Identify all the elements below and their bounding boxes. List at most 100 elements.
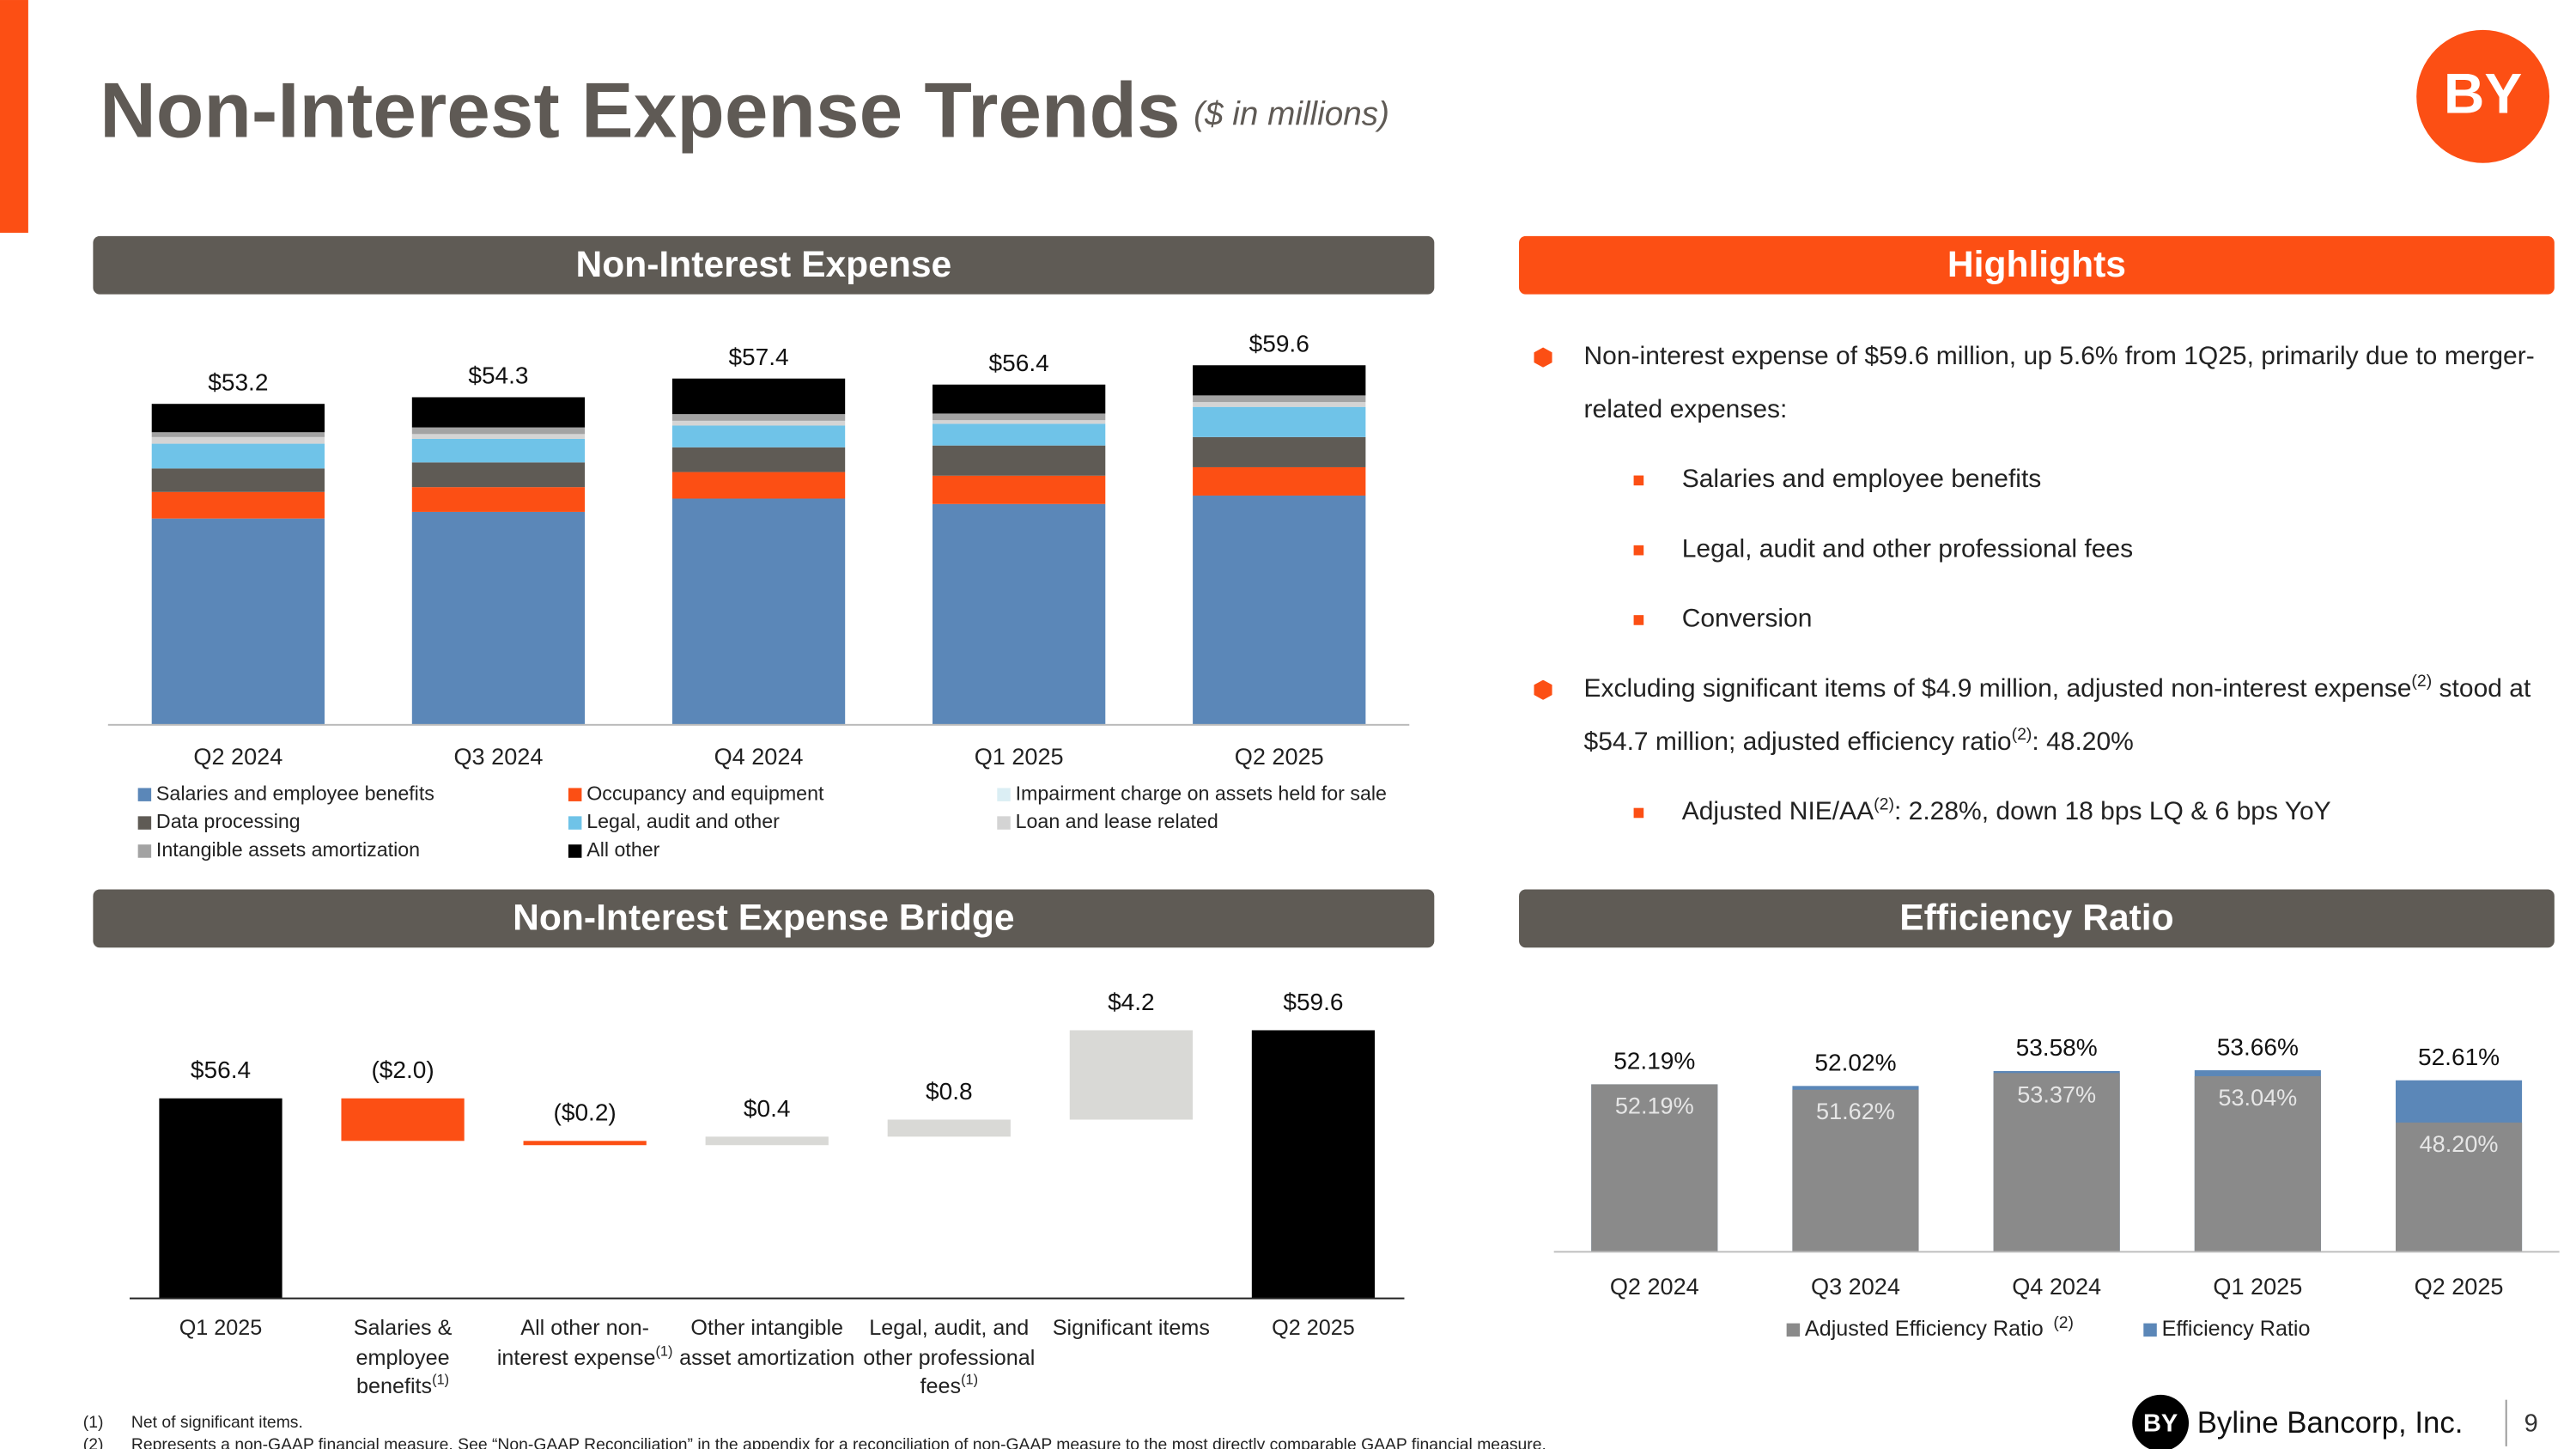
legend-label: Adjusted Efficiency Ratio [1805, 1317, 2044, 1341]
category-text: Q2 2025 [1272, 1314, 1355, 1341]
waterfall-bar [341, 1098, 465, 1142]
bar-segment [933, 423, 1106, 446]
section-title: Efficiency Ratio [1899, 898, 2173, 939]
bullet-marker [1633, 545, 1644, 556]
bar-segment [1193, 395, 1366, 403]
waterfall-bar [159, 1098, 283, 1299]
footnote-ref: (2) [1874, 795, 1894, 815]
section-header [93, 235, 1435, 295]
bar-segment [671, 498, 846, 725]
x-tick-label-box: All other non-interest expense(1) [497, 1315, 673, 1369]
legend-swatch [2143, 1323, 2157, 1337]
value-label: ($0.2) [554, 1099, 617, 1126]
legend-swatch [568, 788, 582, 801]
category-text: Q1 2025 [179, 1314, 263, 1341]
bullet-text: Conversion [1681, 605, 1813, 634]
x-tick-label-box: Significant items [1052, 1314, 1210, 1341]
logo-text: BY [2444, 62, 2522, 125]
bullet: Excluding significant items of $4.9 mill… [1529, 663, 2543, 770]
value-label: 52.61% [2418, 1044, 2500, 1070]
bar-segment [1193, 436, 1366, 467]
bullet-marker [1633, 615, 1644, 625]
value-label: $4.2 [1108, 989, 1155, 1015]
legend-swatch [568, 844, 582, 858]
footnote-marker: (2) [83, 1435, 104, 1449]
legend-swatch [1786, 1323, 1801, 1337]
x-tick-label: Q4 2024 [714, 743, 804, 770]
total-label: $54.3 [468, 362, 528, 389]
waterfall-bar [1069, 1030, 1193, 1120]
footnote-text: Net of significant items. [131, 1413, 303, 1432]
value-label: 53.66% [2217, 1033, 2299, 1060]
value-label: $0.8 [926, 1078, 973, 1105]
bar-segment [671, 472, 846, 499]
waterfall-bar [705, 1136, 829, 1146]
legend-note: (2) [2053, 1313, 2074, 1332]
waterfall-bar [887, 1119, 1011, 1137]
highlight-list: Non-interest expense of $59.6 million, u… [1529, 331, 2543, 839]
legend-swatch [997, 816, 1011, 830]
company-name: Byline Bancorp, Inc. [2197, 1406, 2464, 1440]
inner-value-label: 53.04% [2218, 1084, 2297, 1111]
x-tick-label: Q2 2025 [1235, 743, 1324, 770]
legend-label: Legal, audit and other [586, 810, 780, 832]
total-label: $59.6 [1249, 330, 1309, 356]
legend-swatch [137, 788, 152, 801]
value-label: $0.4 [744, 1095, 791, 1122]
bar-segment [151, 432, 325, 437]
page-number: 9 [2524, 1409, 2538, 1437]
x-tick-label-box: Legal, audit, and other professional fee… [863, 1315, 1035, 1398]
x-tick-label: Q3 2024 [454, 743, 544, 770]
legend-label: Impairment charge on assets held for sal… [1016, 782, 1387, 804]
legend-label: Occupancy and equipment [586, 782, 824, 804]
value-label: 52.19% [1613, 1048, 1695, 1075]
x-tick-label: Q3 2024 [1811, 1273, 1900, 1300]
bar-segment [671, 425, 846, 447]
footer-logo-text: BY [2143, 1409, 2178, 1437]
bar-segment [1193, 402, 1366, 407]
bar-segment [933, 475, 1106, 504]
bar-segment [671, 420, 846, 426]
bullet-text: Adjusted NIE/AA [1681, 798, 1874, 826]
x-tick-label: Q1 2025 [975, 743, 1064, 770]
bar-segment [411, 427, 586, 435]
bar-segment [151, 436, 325, 444]
footnote-ref: (1) [655, 1342, 673, 1359]
waterfall-bar [523, 1141, 647, 1146]
bullet: Adjusted NIE/AA(2): 2.28%, down 18 bps L… [1529, 787, 2543, 840]
x-tick-label: Salaries & employee benefits(1) [312, 1313, 495, 1401]
bar [1591, 1084, 1718, 1252]
bullet-text: : 48.20% [2032, 728, 2134, 757]
bar-segment [933, 503, 1106, 725]
bullet: Non-interest expense of $59.6 million, u… [1529, 331, 2543, 437]
bar-segment [411, 438, 586, 463]
bullet: Legal, audit and other professional fees [1529, 524, 2543, 577]
bullet-text: Salaries and employee benefits [1681, 465, 2042, 494]
category-text: Significant items [1052, 1314, 1210, 1341]
legend-label: Intangible assets amortization [156, 838, 420, 861]
x-tick-label-box: Salaries & employee benefits(1) [312, 1313, 495, 1401]
section-header [93, 889, 1435, 948]
footnote-ref: (2) [2411, 673, 2433, 691]
bullet-text: stood at $54.7 million; adjusted efficie… [1583, 674, 2531, 757]
bar-segment [151, 468, 325, 492]
bar-segment [671, 447, 846, 472]
value-label: ($2.0) [371, 1056, 434, 1083]
bar-segment [411, 434, 586, 439]
section-title: Non-Interest Expense [575, 244, 951, 285]
bar-segment [671, 378, 846, 415]
value-label: 53.58% [2016, 1034, 2098, 1061]
legend-swatch [997, 788, 1011, 801]
value-label: $59.6 [1283, 989, 1343, 1015]
bullet-marker [1534, 347, 1552, 368]
bar-segment [151, 404, 325, 433]
slide-title: Non-Interest Expense Trends ($ in million… [100, 68, 1389, 155]
bullet-marker [1534, 679, 1552, 700]
bullet-text: Non-interest expense of $59.6 million, u… [1583, 342, 2535, 424]
x-tick-label-box: Q1 2025 [179, 1314, 263, 1341]
footer-logo [2132, 1394, 2190, 1449]
subtitle: ($ in millions) [1194, 96, 1389, 133]
x-tick-label: Q2 2025 [2415, 1273, 2504, 1300]
highlights: Non-interest expense of $59.6 million, u… [1529, 331, 2543, 839]
